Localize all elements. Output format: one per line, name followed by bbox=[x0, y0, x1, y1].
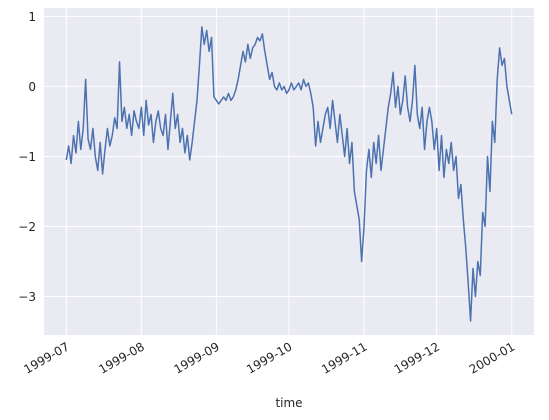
x-tick-label: 1999-10 bbox=[244, 339, 294, 376]
y-tick-label: −3 bbox=[18, 290, 36, 304]
x-tick-label: 1999-12 bbox=[392, 339, 442, 376]
y-tick-label: 0 bbox=[28, 80, 36, 94]
data-line bbox=[65, 26, 513, 322]
x-tick-label: 1999-11 bbox=[319, 339, 369, 376]
marks bbox=[65, 26, 513, 322]
y-tick-label: −1 bbox=[18, 150, 36, 164]
x-tick-label: 1999-07 bbox=[21, 339, 71, 376]
y-tick-label: −2 bbox=[18, 220, 36, 234]
x-tick-label: 2000-01 bbox=[467, 339, 517, 376]
x-tick-label: 1999-09 bbox=[171, 339, 221, 376]
grid bbox=[44, 8, 534, 335]
x-tick-label: 1999-08 bbox=[96, 339, 146, 376]
y-tick-label: 1 bbox=[28, 10, 36, 24]
x-axis-label: time bbox=[275, 396, 302, 410]
